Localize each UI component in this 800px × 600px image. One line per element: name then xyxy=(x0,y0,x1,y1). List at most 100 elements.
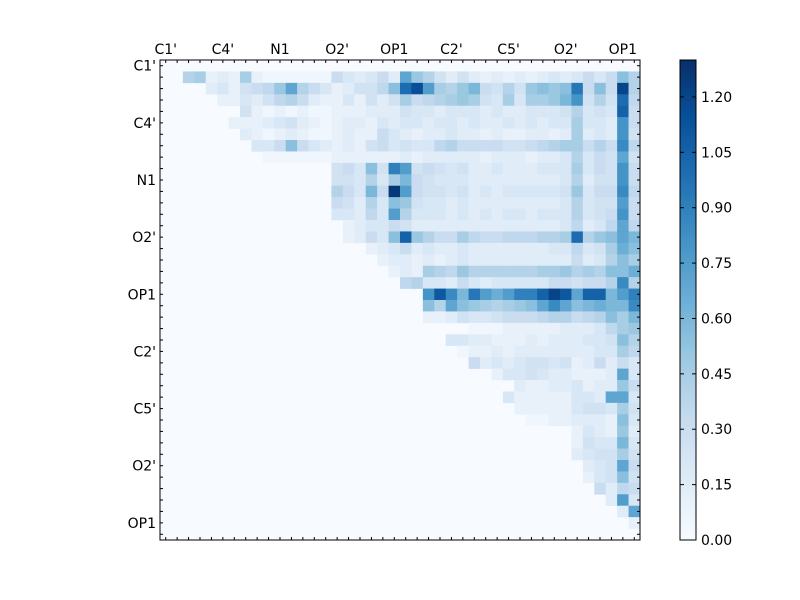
heatmap-cell xyxy=(285,151,298,164)
heatmap-cell xyxy=(422,151,435,164)
heatmap-cell xyxy=(251,140,264,152)
heatmap-cell xyxy=(594,174,607,187)
heatmap-cell xyxy=(594,105,607,118)
heatmap-cell xyxy=(262,151,275,164)
heatmap-cell xyxy=(548,265,561,278)
heatmap-cell xyxy=(548,140,561,152)
heatmap-cell xyxy=(445,311,458,324)
heatmap-cell xyxy=(411,265,424,278)
heatmap-cell xyxy=(400,105,412,118)
heatmap-cell xyxy=(582,128,595,141)
heatmap-cell xyxy=(468,82,481,95)
heatmap-cell xyxy=(582,357,595,369)
heatmap-cell xyxy=(274,94,287,107)
heatmap-cell xyxy=(560,71,572,84)
heatmap-cell xyxy=(548,391,561,404)
heatmap-cell xyxy=(491,277,504,289)
heatmap-cell xyxy=(411,185,424,198)
heatmap-cell xyxy=(388,94,401,107)
heatmap-cell xyxy=(445,151,458,164)
heatmap-cell xyxy=(365,174,378,187)
heatmap-cell xyxy=(594,94,607,107)
heatmap-cell xyxy=(571,208,584,221)
heatmap-cell xyxy=(445,105,458,118)
heatmap-cell xyxy=(342,128,355,141)
colorbar-tick-label: 0.45 xyxy=(701,367,732,383)
heatmap-cell xyxy=(457,82,469,95)
heatmap-cell xyxy=(605,300,618,312)
heatmap-cell xyxy=(308,82,321,95)
heatmap-cell xyxy=(617,128,629,141)
heatmap-cell xyxy=(537,265,549,278)
heatmap-cell xyxy=(537,220,549,232)
heatmap-cell xyxy=(605,334,618,347)
heatmap-cell xyxy=(354,94,367,107)
heatmap-cell xyxy=(502,162,515,175)
heatmap-cell xyxy=(480,117,492,129)
heatmap-cell xyxy=(388,82,401,95)
heatmap-cell xyxy=(457,174,469,187)
heatmap-cell xyxy=(605,128,618,141)
heatmap-cell xyxy=(377,242,389,255)
heatmap-cell xyxy=(274,105,287,118)
heatmap-cell xyxy=(457,242,469,255)
heatmap-cell xyxy=(594,231,607,244)
heatmap-cell xyxy=(422,242,435,255)
heatmap-cell xyxy=(240,128,252,141)
heatmap-cell xyxy=(354,185,367,198)
heatmap-cell xyxy=(377,94,389,107)
heatmap-cell xyxy=(445,94,458,107)
heatmap-cell xyxy=(285,94,298,107)
heatmap-cell xyxy=(377,231,389,244)
heatmap-cell xyxy=(605,448,618,461)
heatmap-cell xyxy=(457,197,469,209)
heatmap-cell xyxy=(502,208,515,221)
heatmap-cell xyxy=(342,105,355,118)
heatmap-cell xyxy=(457,208,469,221)
heatmap-cell xyxy=(582,322,595,335)
heatmap-cell xyxy=(525,82,538,95)
heatmap-cell xyxy=(617,162,629,175)
heatmap-cell xyxy=(365,242,378,255)
heatmap-cell xyxy=(331,174,344,187)
heatmap-cell xyxy=(571,265,584,278)
heatmap-cell xyxy=(548,345,561,358)
heatmap-cell xyxy=(560,231,572,244)
heatmap-cell xyxy=(560,402,572,415)
heatmap-cell xyxy=(571,197,584,209)
heatmap-cell xyxy=(274,82,287,95)
heatmap-cell xyxy=(514,197,527,209)
heatmap-cell xyxy=(537,391,549,404)
heatmap-cell xyxy=(514,402,527,415)
heatmap-cell xyxy=(560,277,572,289)
heatmap-cell xyxy=(411,208,424,221)
heatmap-cell xyxy=(617,368,629,381)
heatmap-cell xyxy=(445,265,458,278)
heatmap-cell xyxy=(354,231,367,244)
heatmap-cell xyxy=(400,185,412,198)
heatmap-cell xyxy=(468,208,481,221)
heatmap-cell xyxy=(434,94,447,107)
heatmap-cell xyxy=(628,505,641,518)
heatmap-cell xyxy=(605,414,618,427)
heatmap-cell xyxy=(285,71,298,84)
heatmap-cell xyxy=(434,71,447,84)
heatmap-cell xyxy=(514,300,527,312)
heatmap-cell xyxy=(468,242,481,255)
heatmap-cell xyxy=(491,334,504,347)
heatmap-cell xyxy=(365,117,378,129)
heatmap-cell xyxy=(514,231,527,244)
heatmap-cell xyxy=(594,277,607,289)
heatmap-cell xyxy=(560,265,572,278)
heatmap-cell xyxy=(537,311,549,324)
heatmap-cell xyxy=(582,140,595,152)
heatmap-cell xyxy=(571,242,584,255)
heatmap-cell xyxy=(491,128,504,141)
heatmap-cell xyxy=(571,448,584,461)
heatmap-cell xyxy=(560,254,572,267)
heatmap-cell xyxy=(548,208,561,221)
heatmap-cell xyxy=(548,105,561,118)
heatmap-cell xyxy=(445,82,458,95)
heatmap-cell xyxy=(571,162,584,175)
heatmap-cell xyxy=(365,128,378,141)
